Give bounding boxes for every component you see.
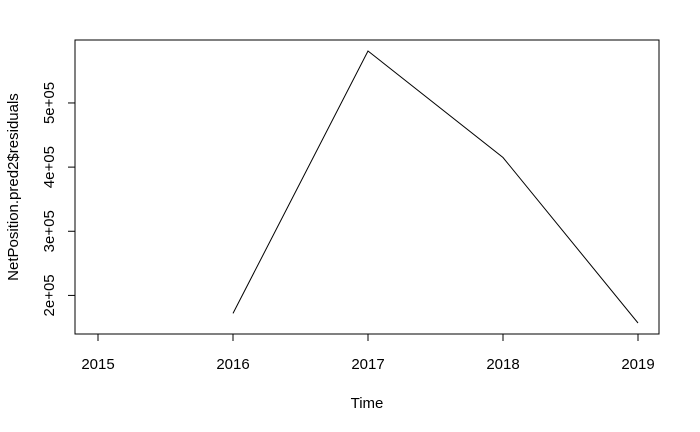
x-tick-label: 2015	[81, 356, 114, 373]
y-tick-label: 5e+05	[41, 82, 58, 124]
x-tick-label: 2019	[621, 356, 654, 373]
x-tick-label: 2017	[351, 356, 384, 373]
plot-area-frame	[74, 39, 660, 335]
y-tick-label: 3e+05	[41, 210, 58, 252]
series-layer	[232, 50, 639, 324]
y-tick-label: 4e+05	[41, 146, 58, 188]
series-line	[232, 50, 639, 324]
y-tick-label: 2e+05	[41, 274, 58, 316]
y-axis-title: NetPosition.pred2$residuals	[5, 93, 22, 281]
x-tick-label: 2018	[486, 356, 519, 373]
x-tick-label: 2016	[216, 356, 249, 373]
x-axis-title: Time	[351, 395, 384, 412]
x-axis: 2015 2016 2017 2018 2019	[81, 333, 655, 373]
y-axis: 2e+05 3e+05 4e+05 5e+05	[41, 82, 76, 316]
